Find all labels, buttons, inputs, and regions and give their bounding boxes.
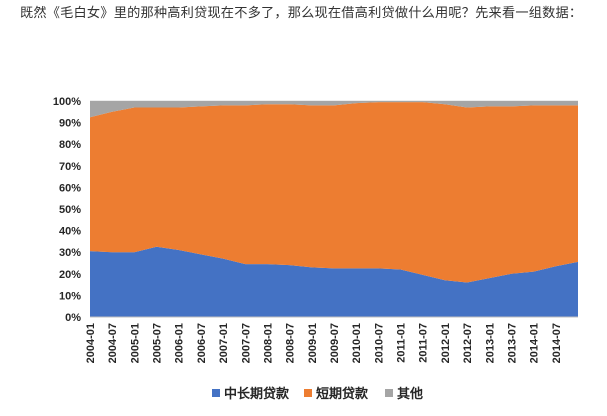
x-tick-label: 2010-01 bbox=[351, 323, 363, 363]
x-tick-label: 2005-01 bbox=[129, 323, 141, 363]
legend-swatch bbox=[212, 389, 220, 397]
chart-legend: 中长期贷款 短期贷款 其他 bbox=[212, 386, 423, 401]
y-tick-label: 0% bbox=[65, 312, 81, 324]
legend-swatch bbox=[385, 389, 393, 397]
x-tick-label: 2004-01 bbox=[85, 323, 97, 363]
y-tick-label: 20% bbox=[59, 269, 81, 281]
area-series-2 bbox=[90, 101, 578, 118]
y-tick-label: 30% bbox=[59, 247, 81, 259]
legend-label: 中长期贷款 bbox=[224, 386, 290, 401]
x-axis-tick-labels: 2004-01 2004-07 2005-01 2005-07 2006-01 2006-… bbox=[85, 323, 563, 363]
x-tick-label: 2014-01 bbox=[529, 323, 541, 363]
x-tick-label: 2007-07 bbox=[240, 323, 252, 363]
y-tick-label: 50% bbox=[59, 204, 81, 216]
y-tick-label: 60% bbox=[59, 182, 81, 194]
legend-swatch bbox=[304, 389, 312, 397]
x-tick-label: 2009-01 bbox=[307, 323, 319, 363]
area-series-0 bbox=[90, 246, 578, 317]
x-tick-label: 2011-07 bbox=[418, 323, 430, 363]
x-tick-label: 2004-07 bbox=[107, 323, 119, 363]
x-tick-label: 2013-07 bbox=[506, 323, 518, 363]
area-series-1 bbox=[90, 102, 578, 283]
x-tick-label: 2007-01 bbox=[218, 323, 230, 363]
x-tick-label: 2008-01 bbox=[262, 323, 274, 363]
y-tick-label: 90% bbox=[59, 118, 81, 130]
x-tick-label: 2005-07 bbox=[152, 323, 164, 363]
x-tick-label: 2006-01 bbox=[174, 323, 186, 363]
x-tick-label: 2014-07 bbox=[551, 323, 563, 363]
x-tick-label: 2012-07 bbox=[462, 323, 474, 363]
x-tick-label: 2006-07 bbox=[196, 323, 208, 363]
chart-areas bbox=[90, 101, 578, 317]
y-tick-label: 80% bbox=[59, 139, 81, 151]
x-tick-label: 2009-07 bbox=[329, 323, 341, 363]
legend-label: 短期贷款 bbox=[316, 386, 369, 401]
y-tick-label: 10% bbox=[59, 290, 81, 302]
intro-paragraph: 既然《毛白女》里的那种高利贷现在不多了，那么现在借高利贷做什么用呢？先来看一组数… bbox=[20, 6, 583, 21]
y-axis-tick-labels: 0% 10% 20% 30% 40% 50% 60% 70% 80% 90% 100% bbox=[53, 96, 81, 324]
x-tick-label: 2013-01 bbox=[484, 323, 496, 363]
x-tick-label: 2008-07 bbox=[285, 323, 297, 363]
x-tick-label: 2012-01 bbox=[440, 323, 452, 363]
x-tick-label: 2011-01 bbox=[396, 323, 408, 363]
x-tick-label: 2010-07 bbox=[373, 323, 385, 363]
y-tick-label: 70% bbox=[59, 161, 81, 173]
y-tick-label: 100% bbox=[53, 96, 81, 108]
legend-label: 其他 bbox=[397, 386, 423, 401]
y-tick-label: 40% bbox=[59, 226, 81, 238]
